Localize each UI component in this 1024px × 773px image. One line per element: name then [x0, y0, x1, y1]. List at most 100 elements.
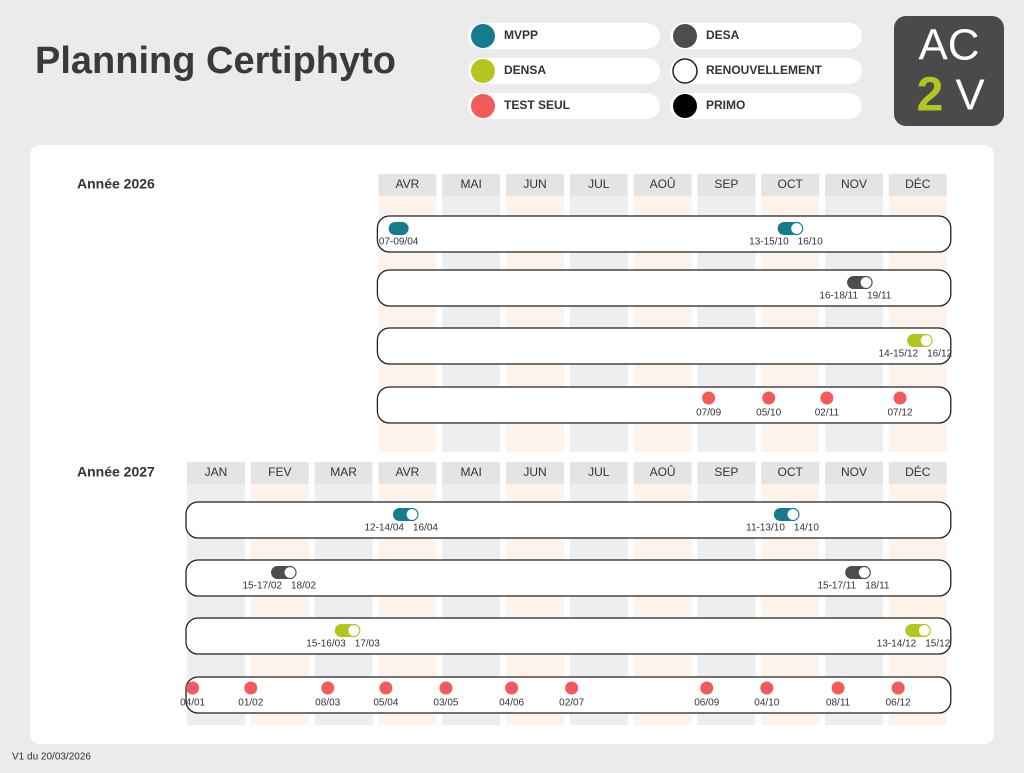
month-label: AVR — [396, 465, 420, 479]
legend-swatch — [471, 24, 495, 48]
month-label: SEP — [714, 465, 738, 479]
event-marker — [760, 681, 774, 695]
legend-label: RENOUVELLEMENT — [706, 63, 823, 77]
renewal-label: 16/12 — [927, 349, 952, 360]
event-label: 03/05 — [433, 698, 458, 709]
legend-label: PRIMO — [706, 98, 745, 112]
event-marker — [505, 681, 519, 695]
month-label: OCT — [778, 177, 804, 191]
month-header — [633, 174, 692, 196]
event-label: 04/01 — [180, 698, 205, 709]
event-label: 16-18/11 — [819, 291, 858, 302]
event-label: 07/09 — [696, 408, 721, 419]
month-header — [825, 174, 883, 196]
month-label: NOV — [841, 177, 867, 191]
month-header — [761, 174, 820, 196]
title: Planning Certiphyto — [35, 40, 396, 82]
renewal-marker — [859, 275, 873, 290]
legend-label: TEST SEUL — [504, 98, 570, 112]
row-track — [376, 386, 952, 424]
renewal-label: 17/03 — [355, 639, 380, 650]
renewal-marker — [919, 333, 933, 348]
event-label: 13-15/10 — [749, 237, 789, 248]
renewal-label: 18/02 — [291, 581, 316, 592]
renewal-label: 18/11 — [865, 581, 890, 592]
logo-v: V — [955, 71, 985, 120]
event-marker — [321, 681, 335, 695]
event-marker — [700, 681, 714, 695]
event-marker — [439, 681, 453, 695]
month-header — [314, 462, 373, 484]
renewal-label: 15/12 — [925, 639, 950, 650]
month-header — [187, 462, 245, 484]
legend-label: DENSA — [504, 63, 546, 77]
month-header — [442, 174, 501, 196]
month-header — [761, 462, 820, 484]
year-title: Année 2027 — [77, 464, 155, 480]
event-label: 01/02 — [238, 698, 263, 709]
event-label: 04/10 — [754, 698, 779, 709]
legend-swatch — [673, 24, 697, 48]
row-track — [376, 327, 952, 365]
month-header — [506, 462, 564, 484]
event-marker — [702, 391, 716, 405]
logo-box — [894, 16, 1004, 126]
month-label: SEP — [714, 177, 738, 191]
legend-item — [468, 58, 660, 84]
renewal-label: 16/04 — [413, 523, 438, 534]
renewal-marker — [857, 565, 871, 580]
month-label: MAR — [330, 465, 357, 479]
renewal-label: 19/11 — [867, 291, 892, 302]
month-header — [506, 174, 564, 196]
row-track — [185, 617, 952, 655]
month-header — [250, 462, 309, 484]
renewal-marker — [786, 507, 800, 522]
legend-item — [670, 93, 862, 119]
month-label: MAI — [461, 465, 482, 479]
month-label: NOV — [841, 465, 867, 479]
legend-label: MVPP — [504, 28, 538, 42]
renewal-marker — [347, 623, 361, 638]
event-label: 04/06 — [499, 698, 524, 709]
month-label: DÉC — [905, 464, 931, 479]
logo-top: AC — [918, 21, 979, 70]
renewal-label: 16/10 — [798, 237, 823, 248]
month-label: AVR — [396, 177, 420, 191]
renewal-marker — [405, 507, 419, 522]
month-header — [442, 462, 501, 484]
event-label: 05/04 — [373, 698, 398, 709]
event-marker — [820, 391, 834, 405]
month-label: JUN — [523, 465, 546, 479]
month-header — [825, 462, 883, 484]
legend-swatch — [471, 94, 495, 118]
month-label: AOÛ — [650, 464, 676, 479]
row-track — [185, 501, 952, 539]
month-header — [697, 174, 756, 196]
event-marker — [186, 681, 200, 695]
year-title: Année 2026 — [77, 176, 155, 192]
month-label: DÉC — [905, 176, 931, 191]
legend-item — [670, 23, 862, 49]
month-label: JAN — [205, 465, 228, 479]
legend-item — [468, 93, 660, 119]
event-label: 07/12 — [888, 408, 913, 419]
row-track — [376, 269, 952, 307]
event-label: 07-09/04 — [379, 237, 419, 248]
event-marker — [244, 681, 258, 695]
month-label: FEV — [268, 465, 291, 479]
event-label: 06/09 — [694, 698, 719, 709]
event-marker — [565, 681, 579, 695]
legend-label: DESA — [706, 28, 740, 42]
renewal-marker — [790, 221, 804, 236]
month-header — [569, 174, 628, 196]
month-header — [378, 174, 437, 196]
month-header — [888, 462, 947, 484]
event-marker — [831, 681, 845, 695]
month-header — [888, 174, 947, 196]
month-label: JUL — [588, 177, 610, 191]
event-marker — [762, 391, 776, 405]
legend-swatch — [471, 59, 495, 83]
renewal-label: 14/10 — [794, 523, 819, 534]
